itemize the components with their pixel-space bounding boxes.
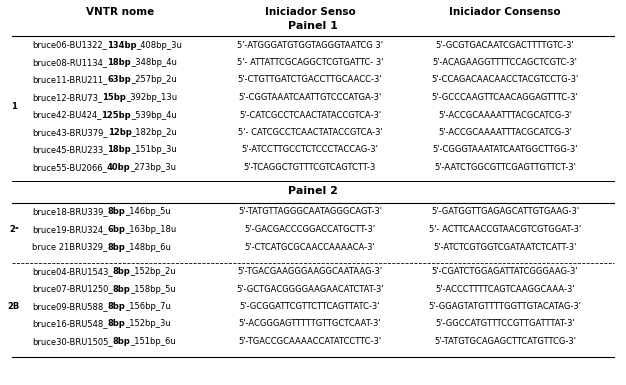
Text: 5'-ACGGGAGTTTTTGTTGCTCAAT-3': 5'-ACGGGAGTTTTTGTTGCTCAAT-3': [239, 320, 381, 328]
Text: 1: 1: [11, 102, 17, 111]
Text: 5'-CATCGCCTCAACTATACCGTCA-3': 5'-CATCGCCTCAACTATACCGTCA-3': [239, 110, 381, 119]
Text: bruce19-BRU324_: bruce19-BRU324_: [32, 225, 108, 234]
Text: 5'-TATGTGCAGAGCTTCATGTTCG-3': 5'-TATGTGCAGAGCTTCATGTTCG-3': [434, 337, 576, 346]
Text: 5'-GGCCATGTTTCCGTTGATTTAT-3': 5'-GGCCATGTTTCCGTTGATTTAT-3': [435, 320, 575, 328]
Text: _182bp_2u: _182bp_2u: [131, 128, 177, 137]
Text: bruce11-BRU211_: bruce11-BRU211_: [32, 75, 107, 84]
Text: 5'-CTGTTGATCTGACCTTGCAACC-3': 5'-CTGTTGATCTGACCTTGCAACC-3': [238, 75, 382, 84]
Text: 5'-CTCATGCGCAACCAAAACA-3': 5'-CTCATGCGCAACCAAAACA-3': [245, 243, 376, 251]
Text: bruce55-BU2066_: bruce55-BU2066_: [32, 163, 107, 172]
Text: Iniciador Consenso: Iniciador Consenso: [449, 7, 561, 17]
Text: 63bp: 63bp: [107, 75, 131, 84]
Text: 8bp: 8bp: [108, 320, 125, 328]
Text: _539bp_4u: _539bp_4u: [131, 110, 177, 119]
Text: 5'-GACGACCCGGACCATGCTT-3': 5'-GACGACCCGGACCATGCTT-3': [244, 225, 376, 234]
Text: 5'-AATCTGGCGTTCGAGTTGTTCT-3': 5'-AATCTGGCGTTCGAGTTGTTCT-3': [434, 163, 576, 172]
Text: _156bp_7u: _156bp_7u: [125, 302, 171, 311]
Text: _151bp_3u: _151bp_3u: [131, 146, 177, 154]
Text: bruce45-BRU233_: bruce45-BRU233_: [32, 146, 108, 154]
Text: 12bp: 12bp: [108, 128, 131, 137]
Text: bruce43-BRU379_: bruce43-BRU379_: [32, 128, 108, 137]
Text: Painel 1: Painel 1: [288, 21, 338, 31]
Text: 5'- ACTTCAACCGTAACGTCGTGGAT-3': 5'- ACTTCAACCGTAACGTCGTGGAT-3': [429, 225, 581, 234]
Text: 5'- CATCGCCTCAACTATACCGTCA-3': 5'- CATCGCCTCAACTATACCGTCA-3': [238, 128, 382, 137]
Text: _392bp_13u: _392bp_13u: [126, 93, 177, 102]
Text: 5'-ACCCTTTTCAGTCAAGGCAAA-3': 5'-ACCCTTTTCAGTCAAGGCAAA-3': [435, 285, 575, 293]
Text: 5'-ACAGAAGGTTTTCCAGCTCGTC-3': 5'-ACAGAAGGTTTTCCAGCTCGTC-3': [433, 58, 577, 67]
Text: 5'-GATGGTTGAGAGCATTGTGAAG-3': 5'-GATGGTTGAGAGCATTGTGAAG-3': [431, 208, 579, 216]
Text: 5'-ATCTCGTGGTCGATAATCTCATT-3': 5'-ATCTCGTGGTCGATAATCTCATT-3': [433, 243, 577, 251]
Text: 5'-TGACGAAGGGAAGGCAATAAG-3': 5'-TGACGAAGGGAAGGCAATAAG-3': [237, 267, 382, 276]
Text: 8bp: 8bp: [113, 267, 130, 276]
Text: 5'-TATGTTAGGGCAATAGGGCAGT-3': 5'-TATGTTAGGGCAATAGGGCAGT-3': [238, 208, 382, 216]
Text: 5'-GCGTGACAATCGACTTTTGTC-3': 5'-GCGTGACAATCGACTTTTGTC-3': [436, 40, 575, 50]
Text: _151bp_6u: _151bp_6u: [130, 337, 176, 346]
Text: 134bp: 134bp: [107, 40, 136, 50]
Text: bruce09-BRU588_: bruce09-BRU588_: [32, 302, 108, 311]
Text: _273bp_3u: _273bp_3u: [130, 163, 177, 172]
Text: 6bp: 6bp: [108, 225, 125, 234]
Text: 8bp: 8bp: [113, 337, 130, 346]
Text: 15bp: 15bp: [102, 93, 126, 102]
Text: 18bp: 18bp: [108, 146, 131, 154]
Text: 5'-GCGGATTCGTTCTTCAGTTATC-3': 5'-GCGGATTCGTTCTTCAGTTATC-3': [240, 302, 380, 311]
Text: _148bp_6u: _148bp_6u: [125, 243, 171, 251]
Text: 125bp: 125bp: [101, 110, 131, 119]
Text: 5'-CGGGTAAATATCAATGGCTTGG-3': 5'-CGGGTAAATATCAATGGCTTGG-3': [432, 146, 578, 154]
Text: _146bp_5u: _146bp_5u: [125, 208, 171, 216]
Text: 5'-GGAGTATGTTTTGGTTGTACATAG-3': 5'-GGAGTATGTTTTGGTTGTACATAG-3': [429, 302, 582, 311]
Text: bruce07-BRU1250_: bruce07-BRU1250_: [32, 285, 113, 293]
Text: bruce04-BRU1543_: bruce04-BRU1543_: [32, 267, 113, 276]
Text: 5'-ACCGCAAAATTTACGCATCG-3': 5'-ACCGCAAAATTTACGCATCG-3': [438, 110, 572, 119]
Text: 40bp: 40bp: [107, 163, 130, 172]
Text: bruce12-BRU73_: bruce12-BRU73_: [32, 93, 102, 102]
Text: 8bp: 8bp: [113, 285, 130, 293]
Text: 5'-GCCCAAGTTCAACAGGAGTTTC-3': 5'-GCCCAAGTTCAACAGGAGTTTC-3': [431, 93, 578, 102]
Text: bruce08-RU1134_: bruce08-RU1134_: [32, 58, 107, 67]
Text: bruce06-BU1322_: bruce06-BU1322_: [32, 40, 107, 50]
Text: 2B: 2B: [8, 302, 20, 311]
Text: 8bp: 8bp: [107, 243, 125, 251]
Text: 5'-CGGTAAATCAATTGTCCCATGA-3': 5'-CGGTAAATCAATTGTCCCATGA-3': [239, 93, 382, 102]
Text: bruce 21BRU329_: bruce 21BRU329_: [32, 243, 107, 251]
Text: _158bp_5u: _158bp_5u: [130, 285, 176, 293]
Text: 5'-ATGGGATGTGGTAGGGTAATCG 3': 5'-ATGGGATGTGGTAGGGTAATCG 3': [237, 40, 383, 50]
Text: _257bp_2u: _257bp_2u: [131, 75, 177, 84]
Text: 5'-ACCGCAAAATTTACGCATCG-3': 5'-ACCGCAAAATTTACGCATCG-3': [438, 128, 572, 137]
Text: 5'-ATCCTTGCCTCTCCCTACCAG-3': 5'-ATCCTTGCCTCTCCCTACCAG-3': [242, 146, 379, 154]
Text: _408bp_3u: _408bp_3u: [136, 40, 182, 50]
Text: 2ᵃ: 2ᵃ: [9, 225, 19, 234]
Text: 5'-CCAGACAACAACCTACGTCCTG-3': 5'-CCAGACAACAACCTACGTCCTG-3': [431, 75, 578, 84]
Text: 8bp: 8bp: [108, 208, 125, 216]
Text: Painel 2: Painel 2: [288, 186, 338, 196]
Text: 5'- ATTATTCGCAGGCTCGTGATTC- 3': 5'- ATTATTCGCAGGCTCGTGATTC- 3': [237, 58, 383, 67]
Text: _163bp_18u: _163bp_18u: [125, 225, 177, 234]
Text: 5'-TGACCGCAAAACCATATCCTTC-3': 5'-TGACCGCAAAACCATATCCTTC-3': [239, 337, 382, 346]
Text: 5'-GCTGACGGGGAAGAACATCTAT-3': 5'-GCTGACGGGGAAGAACATCTAT-3': [236, 285, 384, 293]
Text: _152bp_3u: _152bp_3u: [125, 320, 171, 328]
Text: bruce16-BRU548_: bruce16-BRU548_: [32, 320, 108, 328]
Text: bruce18-BRU339_: bruce18-BRU339_: [32, 208, 108, 216]
Text: Iniciador Senso: Iniciador Senso: [265, 7, 356, 17]
Text: 18bp: 18bp: [107, 58, 131, 67]
Text: 5'-CGATCTGGAGATTATCGGGAAG-3': 5'-CGATCTGGAGATTATCGGGAAG-3': [432, 267, 578, 276]
Text: bruce42-BU424_: bruce42-BU424_: [32, 110, 101, 119]
Text: 8bp: 8bp: [108, 302, 125, 311]
Text: bruce30-BRU1505_: bruce30-BRU1505_: [32, 337, 113, 346]
Text: VNTR nome: VNTR nome: [86, 7, 154, 17]
Text: _348bp_4u: _348bp_4u: [131, 58, 177, 67]
Text: _152bp_2u: _152bp_2u: [130, 267, 176, 276]
Text: 5'-TCAGGCTGTTTCGTCAGTCTT-3: 5'-TCAGGCTGTTTCGTCAGTCTT-3: [244, 163, 376, 172]
